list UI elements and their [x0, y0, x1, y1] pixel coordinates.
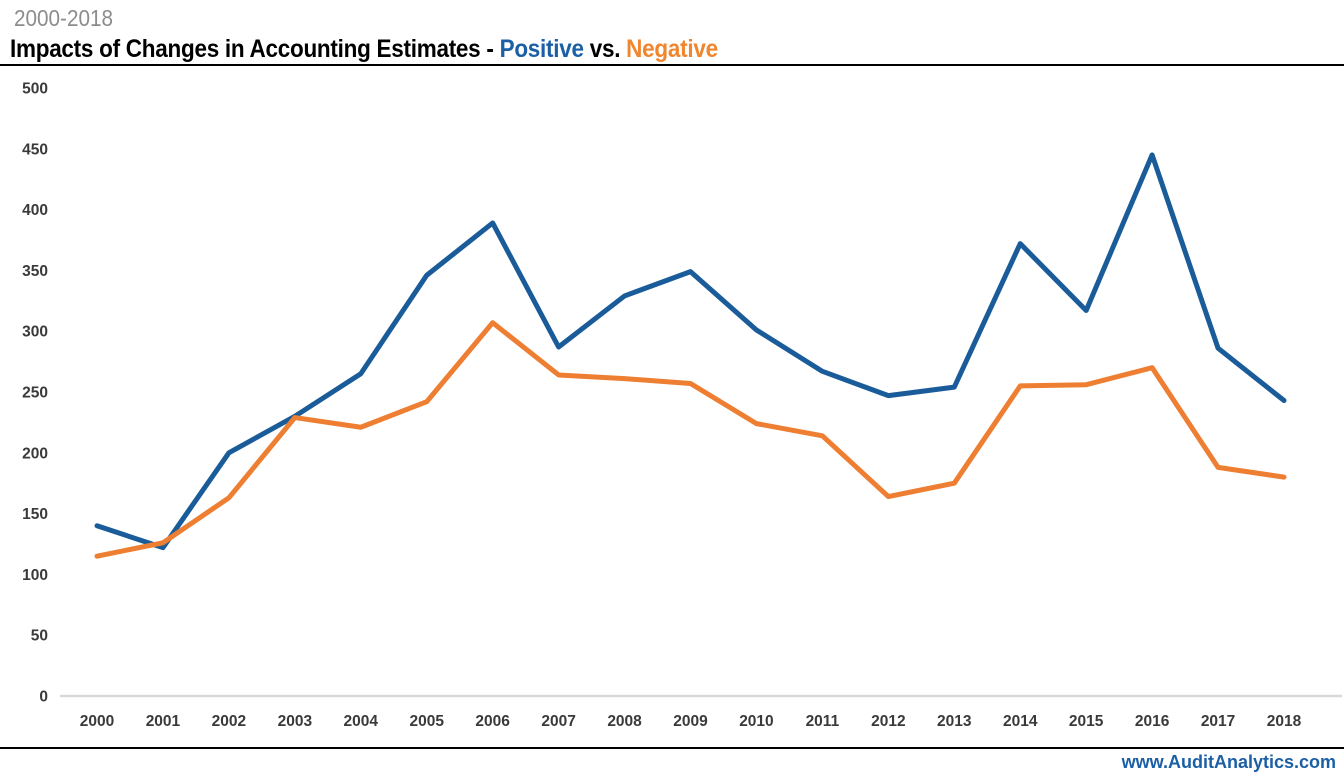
- x-axis-tick-label: 2003: [278, 713, 313, 730]
- y-axis-tick-label: 450: [22, 141, 48, 158]
- x-axis-tick-label: 2004: [344, 713, 379, 730]
- title-positive-label: Positive: [499, 35, 584, 63]
- y-axis-tick-label: 400: [22, 202, 48, 219]
- series-line-negative: [94, 320, 1287, 559]
- x-axis-tick-label: 2005: [409, 713, 444, 730]
- x-axis-tick-label: 2013: [937, 713, 972, 730]
- footer-divider: [0, 747, 1344, 749]
- y-axis-tick-label: 0: [39, 689, 48, 706]
- x-axis-tick-label: 2014: [1003, 713, 1038, 730]
- y-axis-tick-label: 50: [31, 628, 48, 645]
- chart-title: Impacts of Changes in Accounting Estimat…: [10, 35, 1211, 64]
- x-axis-tick-label: 2008: [607, 713, 642, 730]
- x-axis-tick-label: 2009: [673, 713, 708, 730]
- x-axis-tick-label: 2010: [739, 713, 773, 730]
- chart-header: 2000-2018 Impacts of Changes in Accounti…: [0, 0, 1344, 66]
- x-axis-tick-label: 2017: [1201, 713, 1235, 730]
- x-axis-tick-label: 2002: [212, 713, 246, 730]
- x-axis-tick-label: 2018: [1267, 713, 1302, 730]
- x-axis-tick-label: 2016: [1135, 713, 1170, 730]
- y-axis-tick-label: 200: [22, 445, 48, 462]
- x-axis-tick-label: 2007: [541, 713, 575, 730]
- y-axis-tick-label: 250: [22, 385, 48, 402]
- website-link[interactable]: www.AuditAnalytics.com: [1121, 752, 1336, 772]
- x-axis-tick-label: 2000: [80, 713, 114, 730]
- chart-subtitle-years: 2000-2018: [14, 5, 113, 31]
- title-main-text: Impacts of Changes in Accounting Estimat…: [10, 35, 500, 63]
- y-axis-tick-label: 500: [22, 81, 48, 98]
- y-axis-tick-label: 300: [22, 324, 48, 341]
- x-axis-tick-label: 2012: [871, 713, 905, 730]
- y-axis-tick-label: 100: [22, 567, 48, 584]
- y-axis-tick-label: 350: [22, 263, 48, 280]
- x-axis-tick-label: 2015: [1069, 713, 1104, 730]
- x-axis-tick-label: 2011: [806, 713, 840, 730]
- x-axis-tick-label: 2001: [146, 713, 181, 730]
- title-vs-text: vs.: [583, 35, 627, 63]
- x-axis-tick-label: 2006: [475, 713, 510, 730]
- title-negative-label: Negative: [626, 35, 718, 63]
- y-axis-tick-label: 150: [22, 506, 48, 523]
- title-underline: [0, 64, 1344, 66]
- series-line-positive: [94, 152, 1287, 551]
